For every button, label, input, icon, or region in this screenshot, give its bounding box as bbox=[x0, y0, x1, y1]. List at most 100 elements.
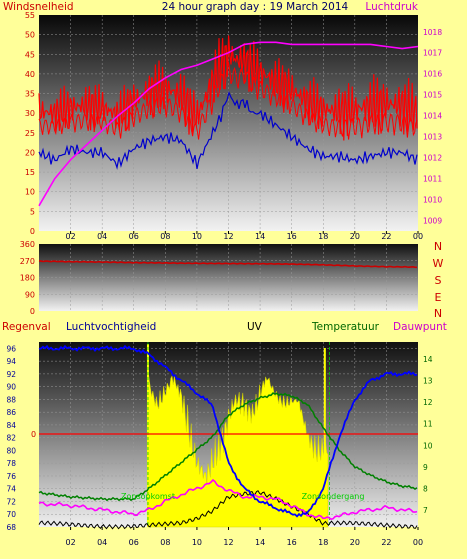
wind-series bbox=[38, 35, 419, 207]
x-tick-label: 02 bbox=[65, 232, 75, 241]
direction-y-tick-label: 0 bbox=[30, 307, 35, 316]
wind-y-tick-label: 10 bbox=[25, 188, 35, 197]
x-tick-label: 14 bbox=[255, 232, 265, 241]
pressure-axis-label: Luchtdruk bbox=[365, 1, 419, 13]
x-tick-label: 22 bbox=[381, 232, 391, 241]
pressure-y-tick-label: 1013 bbox=[423, 133, 442, 142]
x-tick-label: 20 bbox=[350, 538, 360, 547]
temperature-y-tick-label: 9 bbox=[423, 463, 428, 472]
wind-gust-line bbox=[38, 35, 418, 141]
wind-direction-line bbox=[38, 260, 418, 269]
temperature-y-tick-label: 10 bbox=[423, 441, 433, 450]
x-tick-label: 20 bbox=[350, 232, 360, 241]
pressure-line bbox=[38, 41, 419, 207]
x-tick-label: 06 bbox=[129, 232, 139, 241]
pressure-y-ticks: 1009 1010 1011 1012 1013 1014 1015 1016 1017 1018 bbox=[423, 28, 442, 226]
pressure-y-tick-label: 1009 bbox=[423, 217, 442, 226]
solar-radiation-area bbox=[147, 368, 329, 528]
x-tick-label: 16 bbox=[287, 538, 297, 547]
x-tick-label: 18 bbox=[318, 538, 328, 547]
humidity-y-tick-label: 68 bbox=[6, 523, 16, 532]
direction-series bbox=[38, 260, 418, 269]
x-tick-label: 18 bbox=[318, 232, 328, 241]
x-tick-label: 14 bbox=[255, 538, 265, 547]
temperature-y-tick-label: 13 bbox=[423, 377, 433, 386]
humidity-label: Luchtvochtigheid bbox=[66, 321, 156, 333]
temperature-y-tick-label: 14 bbox=[423, 355, 433, 364]
humidity-y-ticks: 68 70 72 74 76 78 80 82 84 86 88 90 92 94 96 0 bbox=[6, 344, 36, 532]
x-tick-label: 08 bbox=[160, 538, 170, 547]
humidity-y-tick-label: 70 bbox=[6, 510, 16, 519]
temperature-y-tick-label: 12 bbox=[423, 398, 433, 407]
x-tick-label: 04 bbox=[97, 538, 107, 547]
direction-y-tick-label: 270 bbox=[20, 257, 35, 266]
pressure-y-tick-label: 1017 bbox=[423, 49, 442, 58]
x-tick-label: 22 bbox=[381, 538, 391, 547]
humidity-y-tick-label: 72 bbox=[6, 497, 16, 506]
pressure-y-tick-label: 1015 bbox=[423, 91, 442, 100]
x-tick-label: 10 bbox=[192, 538, 202, 547]
wind-gust-lower-line bbox=[38, 61, 418, 140]
x-tick-label: 02 bbox=[65, 538, 75, 547]
compass-label-n-top: N bbox=[434, 240, 442, 253]
x-tick-label: 08 bbox=[160, 232, 170, 241]
wind-y-tick-label: 20 bbox=[25, 148, 35, 157]
chart-title: 24 hour graph day : 19 March 2014 bbox=[162, 1, 349, 13]
compass-label-n-bottom: N bbox=[434, 307, 442, 320]
wind-y-ticks: 0 5 10 15 20 25 30 35 40 45 50 55 bbox=[25, 11, 35, 236]
x-tick-label: 12 bbox=[223, 232, 233, 241]
wind-y-tick-label: 5 bbox=[30, 207, 35, 216]
humidity-y-tick-label: 78 bbox=[6, 459, 16, 468]
rain-y-tick-label: 0 bbox=[31, 430, 36, 439]
wind-axis-label: Windsnelheid bbox=[3, 1, 74, 13]
direction-y-tick-label: 180 bbox=[20, 274, 35, 283]
humidity-y-tick-label: 76 bbox=[6, 472, 16, 481]
pressure-y-tick-label: 1016 bbox=[423, 70, 442, 79]
wind-y-tick-label: 25 bbox=[25, 129, 35, 138]
humidity-y-tick-label: 88 bbox=[6, 395, 16, 404]
pressure-y-tick-label: 1010 bbox=[423, 196, 442, 205]
temperature-label: Temperatuur bbox=[311, 321, 380, 333]
compass-label-w: W bbox=[433, 257, 444, 270]
sunset-label: Zonsondergang bbox=[302, 492, 365, 501]
sunrise-label: Zonsopkomst bbox=[121, 492, 175, 501]
humidity-y-tick-label: 84 bbox=[6, 421, 16, 430]
direction-y-tick-label: 360 bbox=[20, 240, 35, 249]
humidity-y-tick-label: 82 bbox=[6, 434, 16, 443]
pressure-y-tick-label: 1018 bbox=[423, 28, 442, 37]
wind-y-tick-label: 15 bbox=[25, 168, 35, 177]
dewpoint-line bbox=[38, 478, 418, 521]
direction-y-ticks: 0 90 180 270 360 bbox=[20, 240, 35, 316]
temperature-line bbox=[38, 392, 418, 502]
wind-x-ticks: 02 04 06 08 10 12 14 16 18 20 22 00 bbox=[65, 231, 423, 241]
temperature-y-tick-label: 8 bbox=[423, 484, 428, 493]
direction-y-tick-label: 90 bbox=[25, 290, 35, 299]
humidity-y-tick-label: 80 bbox=[6, 446, 16, 455]
direction-grid bbox=[39, 244, 418, 311]
humidity-y-tick-label: 90 bbox=[6, 383, 16, 392]
pressure-y-tick-label: 1011 bbox=[423, 175, 442, 184]
multi-series bbox=[38, 342, 418, 530]
x-tick-label: 00 bbox=[413, 538, 423, 547]
x-tick-label: 10 bbox=[192, 232, 202, 241]
compass-label-e: E bbox=[435, 291, 442, 304]
wind-y-tick-label: 55 bbox=[25, 11, 35, 20]
x-tick-label: 06 bbox=[129, 538, 139, 547]
temperature-y-tick-label: 7 bbox=[423, 506, 428, 515]
wind-y-tick-label: 35 bbox=[25, 90, 35, 99]
humidity-y-tick-label: 94 bbox=[6, 357, 16, 366]
x-tick-label: 16 bbox=[287, 232, 297, 241]
wind-average-line bbox=[38, 90, 418, 170]
humidity-y-tick-label: 96 bbox=[6, 344, 16, 353]
multi-x-ticks: 02 04 06 08 10 12 14 16 18 20 22 00 bbox=[65, 527, 423, 547]
uv-label: UV bbox=[247, 321, 263, 333]
pressure-y-tick-label: 1012 bbox=[423, 154, 442, 163]
compass-label-s: S bbox=[435, 274, 442, 287]
uv-line bbox=[38, 490, 418, 530]
wind-y-tick-label: 40 bbox=[25, 70, 35, 79]
rain-label: Regenval bbox=[2, 321, 51, 333]
pressure-y-tick-label: 1014 bbox=[423, 112, 442, 121]
humidity-y-tick-label: 92 bbox=[6, 370, 16, 379]
